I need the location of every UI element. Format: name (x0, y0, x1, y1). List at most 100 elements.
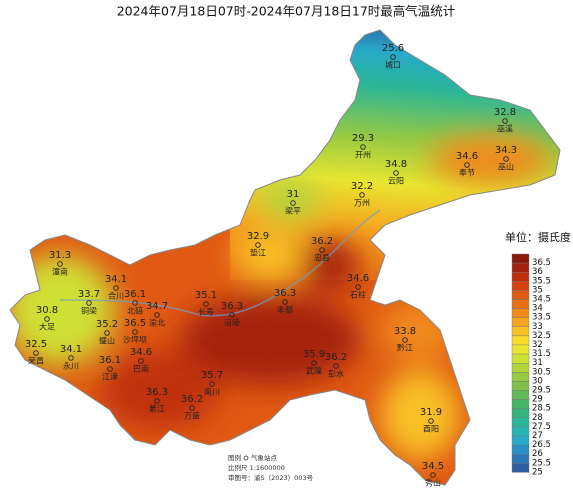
station-name: 酉阳 (423, 425, 439, 434)
station-marker (282, 299, 288, 305)
station-value: 35.9 (303, 349, 325, 360)
legend-swatch (511, 417, 530, 428)
station-name: 万盛 (184, 411, 200, 421)
station-marker (189, 405, 195, 411)
station-marker (107, 366, 113, 372)
station-value: 36.3 (221, 301, 243, 312)
footnote-station: 气象站点 (251, 453, 278, 462)
legend-label: 32 (532, 340, 543, 350)
station-value: 29.3 (352, 133, 374, 144)
legend-swatch (511, 463, 530, 473)
station-marker (359, 192, 365, 198)
legend-swatch (511, 253, 530, 264)
footnote-scale: 比例尺 1:1600000 (228, 463, 285, 472)
legend-title: 单位：摄氏度 (505, 230, 571, 244)
station-value: 33.8 (394, 326, 416, 337)
station-marker (203, 301, 209, 307)
station-name: 江津 (102, 372, 118, 382)
station-name: 沙坪坝 (123, 336, 147, 345)
station-name: 永川 (63, 361, 79, 371)
legend-label: 25.5 (532, 458, 551, 468)
station-marker (104, 330, 110, 336)
station-name: 奉节 (459, 168, 475, 178)
legend-swatch (511, 326, 530, 337)
legend-label: 26.5 (532, 440, 551, 450)
station-name: 彭水 (328, 369, 344, 379)
legend-label: 28.5 (532, 404, 551, 414)
station-value: 35.7 (201, 370, 223, 381)
station-value: 31 (287, 189, 300, 200)
legend-swatch (511, 408, 530, 419)
station-value: 33.7 (78, 289, 100, 300)
legend: 36.53635.53534.53433.53332.53231.53130.5… (511, 253, 551, 477)
station-marker (393, 170, 399, 176)
legend-label: 34 (532, 304, 543, 314)
station-value: 34.1 (60, 344, 82, 355)
station-marker (503, 156, 509, 162)
legend-swatch (511, 426, 530, 437)
station-name: 开州 (355, 151, 371, 160)
station-value: 25.6 (382, 43, 404, 54)
station-marker (319, 247, 325, 253)
station-value: 36.5 (124, 318, 146, 329)
station-marker (57, 261, 63, 267)
station-name: 忠县 (314, 254, 330, 263)
station-value: 32.5 (25, 339, 47, 350)
legend-swatch (511, 399, 530, 409)
legend-label: 27 (532, 431, 543, 441)
station-value: 36.2 (325, 352, 347, 363)
station-name: 璧山 (99, 336, 115, 346)
legend-swatch (511, 435, 530, 446)
station-value: 32.8 (494, 107, 516, 118)
station-marker (209, 381, 215, 387)
station-marker (428, 418, 434, 424)
station-value: 34.6 (347, 273, 369, 284)
legend-label: 29.5 (532, 385, 551, 395)
legend-label: 35.5 (532, 276, 551, 286)
legend-label: 28 (532, 413, 543, 423)
legend-swatch (511, 344, 530, 355)
legend-label: 27.5 (532, 422, 551, 432)
footnote-legend: 图例 (228, 453, 241, 462)
legend-swatch (511, 444, 530, 455)
station-name: 丰都 (277, 305, 293, 315)
station-name: 石柱 (350, 290, 366, 300)
station-marker (430, 472, 436, 478)
station-marker (502, 118, 508, 124)
boundary (9, 29, 561, 486)
legend-label: 30 (532, 376, 543, 386)
legend-swatch (511, 372, 530, 382)
legend-swatch (511, 335, 530, 346)
station-value: 34.1 (105, 274, 127, 285)
legend-swatch (511, 281, 530, 291)
legend-label: 29 (532, 395, 543, 405)
station-marker (390, 54, 396, 60)
station-name: 长寿 (198, 307, 214, 317)
station-marker (132, 300, 138, 306)
station-name: 潼南 (52, 267, 68, 277)
station-name: 梁平 (285, 207, 301, 216)
station-name: 武隆 (306, 366, 322, 376)
legend-label: 33 (532, 322, 543, 332)
station-marker (464, 162, 470, 168)
station-value: 36.1 (124, 289, 146, 300)
station-name: 大足 (39, 322, 55, 332)
station-marker (355, 284, 361, 290)
station-name: 涪陵 (224, 318, 240, 328)
stations: 25.6 城口 32.8 巫溪 29.3 开州 34.8 云阳 34.6 奉节 34.3 巫山 31 梁平… (25, 43, 517, 488)
station-marker (68, 355, 74, 361)
station-marker (290, 200, 296, 206)
station-marker (154, 398, 160, 404)
legend-swatch (511, 299, 530, 309)
station-name: 云阳 (388, 177, 404, 186)
station-marker (360, 144, 366, 150)
station-value: 36.3 (274, 288, 296, 299)
station-value: 35.1 (195, 290, 217, 301)
station-value: 34.6 (130, 347, 152, 358)
station-name: 铜梁 (81, 306, 97, 316)
station-name: 黔江 (397, 343, 413, 353)
legend-label: 36.5 (532, 258, 551, 268)
legend-swatch (511, 381, 530, 391)
station-value: 35.2 (96, 319, 118, 330)
station-value: 36.1 (99, 355, 121, 366)
